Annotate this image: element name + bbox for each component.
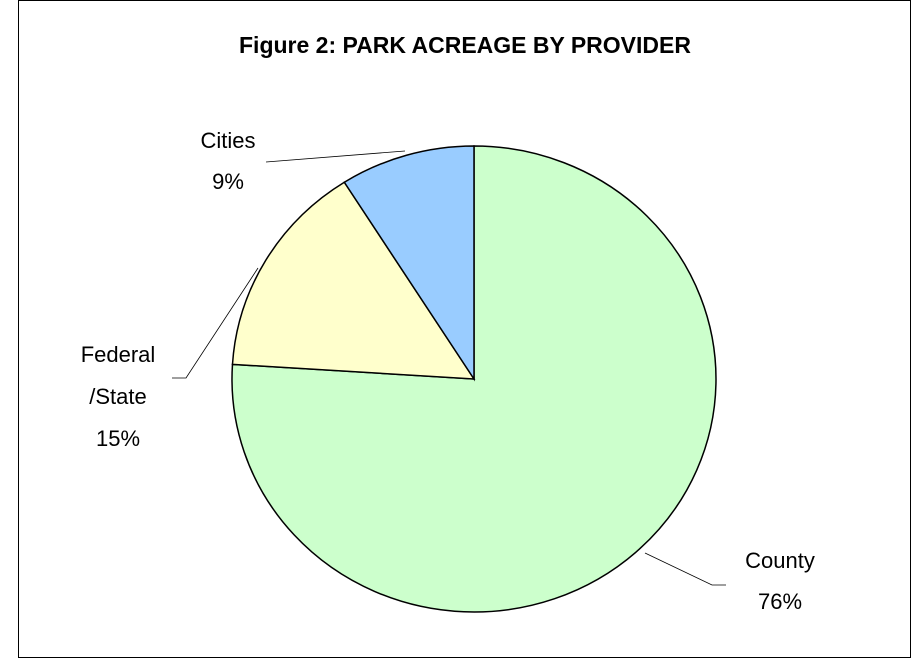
pie-slice [231,181,476,380]
slice-value-label: 76% [758,589,802,614]
slice-value-label: 9% [212,169,244,194]
pie-slice [231,145,717,613]
leader-line [265,150,406,163]
slice-label-line: /State [89,384,146,409]
pie-slice [343,145,475,382]
slice-label-line: Federal [81,342,156,367]
slice-value-label: 15% [96,426,140,451]
chart-title: Figure 2: PARK ACREAGE BY PROVIDER [239,32,691,58]
leader-line [644,552,726,586]
slice-label: Cities [200,128,255,153]
leader-line [172,267,259,379]
slice-label: County [745,548,815,573]
slice-label: Federal/State [81,342,156,409]
